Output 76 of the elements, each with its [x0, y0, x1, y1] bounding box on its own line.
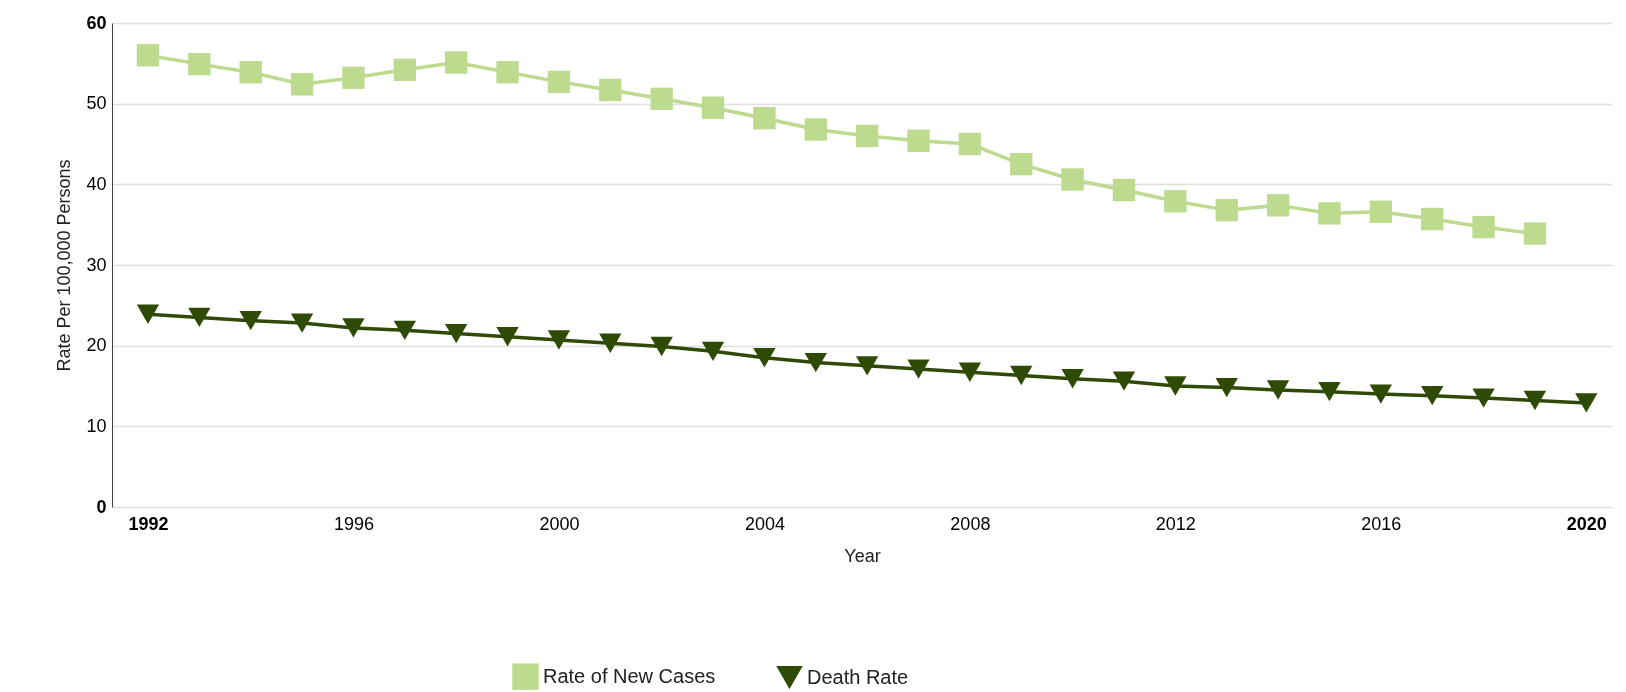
- point: [1164, 376, 1187, 396]
- point: [1010, 365, 1033, 386]
- point: [599, 333, 622, 353]
- point: [393, 58, 416, 81]
- point: [1421, 207, 1444, 231]
- y-tick-label: 20: [86, 335, 107, 356]
- point: [1369, 384, 1393, 404]
- point: [342, 66, 365, 90]
- x-tick-label: 2020: [1566, 513, 1607, 534]
- y-tick-label: 30: [86, 254, 107, 275]
- point: [342, 318, 365, 338]
- point: [445, 51, 468, 74]
- point: [855, 124, 879, 148]
- x-tick-label: 2008: [950, 513, 991, 534]
- point: [239, 61, 262, 84]
- point: [1472, 388, 1495, 408]
- legend-label: Death Rate: [807, 665, 909, 688]
- point: [1472, 215, 1495, 239]
- point: [1318, 202, 1341, 225]
- point: [1369, 200, 1393, 223]
- point: [1421, 386, 1444, 406]
- point: [1061, 168, 1084, 191]
- point: [804, 352, 827, 373]
- point: [907, 129, 930, 152]
- point: [1318, 381, 1341, 402]
- point: [1575, 393, 1598, 413]
- point: [1215, 198, 1238, 222]
- point: [1164, 190, 1187, 213]
- x-tick-label: 2004: [744, 513, 785, 534]
- point: [136, 44, 160, 67]
- y-axis-title: Rate Per 100,000 Persons: [54, 159, 75, 372]
- point: [1523, 222, 1547, 245]
- point: [650, 87, 673, 111]
- point: [547, 70, 571, 94]
- point: [547, 330, 571, 350]
- point: [136, 304, 160, 324]
- y-tick-label: 60: [86, 12, 107, 33]
- point: [958, 362, 982, 382]
- point: [753, 348, 776, 368]
- point: [1010, 152, 1033, 176]
- point: [1266, 194, 1290, 217]
- point: [188, 307, 211, 328]
- point: [701, 96, 725, 119]
- point: [1112, 371, 1136, 391]
- point: [1061, 369, 1084, 389]
- point: [907, 359, 930, 379]
- x-tick-label: 1992: [128, 513, 169, 534]
- point: [701, 341, 725, 361]
- x-axis-title: Year: [844, 545, 881, 566]
- y-tick-label: 40: [86, 173, 107, 194]
- x-tick-label: 2012: [1155, 513, 1196, 534]
- x-tick-label: 2016: [1361, 513, 1402, 534]
- x-tick-label: 2000: [539, 513, 580, 534]
- point: [855, 356, 879, 376]
- point: [496, 61, 519, 84]
- x-tick-label: 1996: [333, 513, 374, 534]
- point: [496, 327, 519, 347]
- point: [1112, 178, 1136, 202]
- point: [1266, 380, 1290, 400]
- point: [804, 118, 827, 141]
- point: [753, 107, 776, 130]
- point: [290, 73, 314, 96]
- point: [599, 78, 622, 102]
- y-tick-label: 10: [86, 415, 107, 436]
- point: [239, 310, 262, 331]
- point: [1523, 390, 1547, 411]
- y-tick-label: 50: [86, 93, 107, 114]
- point: [188, 52, 211, 76]
- point: [1215, 377, 1238, 398]
- y-tick-label: 0: [96, 496, 107, 517]
- point: [290, 313, 314, 333]
- point: [958, 132, 982, 156]
- point: [393, 320, 416, 341]
- legend-label: Rate of New Cases: [543, 664, 716, 687]
- point: [650, 336, 673, 357]
- point: [445, 323, 468, 344]
